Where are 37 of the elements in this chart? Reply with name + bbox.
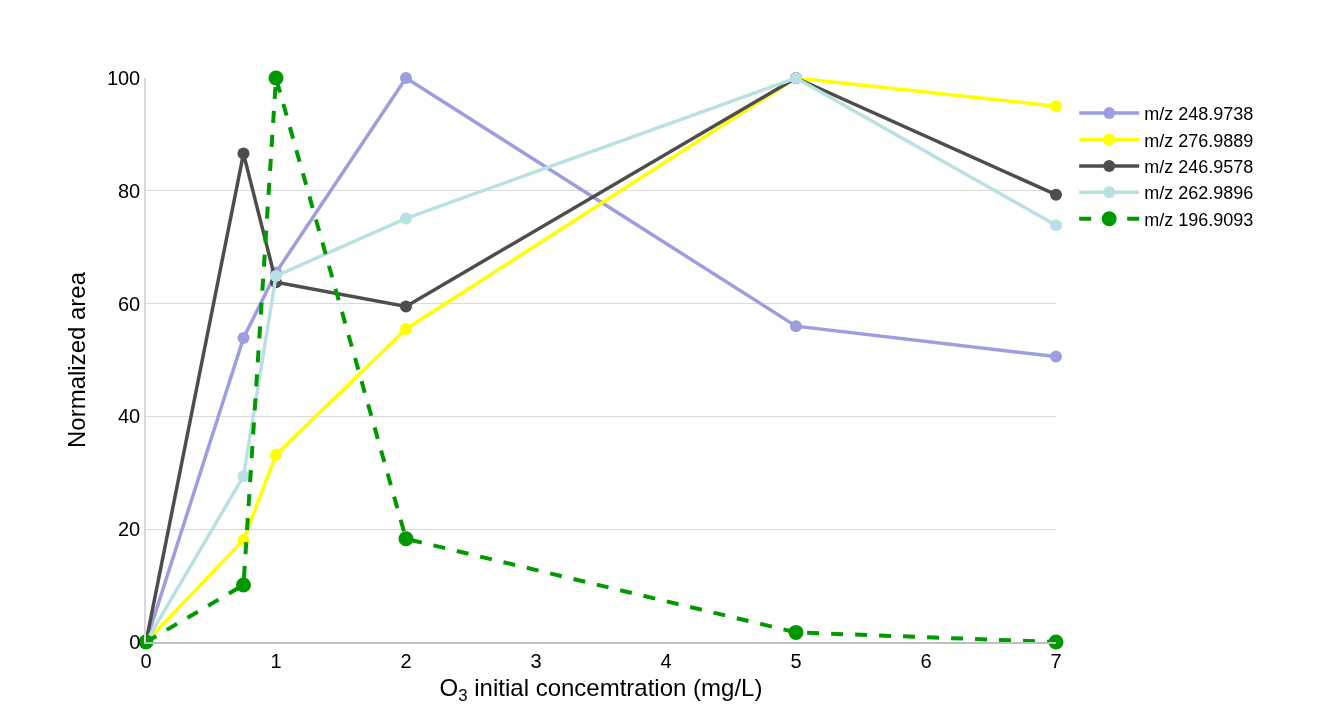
legend-label: m/z 276.9889 bbox=[1144, 130, 1254, 151]
x-tick-label: 1 bbox=[270, 649, 282, 672]
point bbox=[1050, 350, 1062, 363]
x-tick-label: 4 bbox=[660, 649, 672, 672]
point bbox=[270, 448, 282, 461]
point bbox=[236, 577, 251, 593]
y-tick-label: 100 bbox=[106, 67, 141, 89]
point bbox=[400, 300, 412, 313]
point bbox=[788, 624, 804, 640]
x-tick-label: 3 bbox=[530, 649, 542, 672]
legend-label: m/z 248.9738 bbox=[1144, 104, 1254, 125]
point bbox=[400, 322, 412, 335]
y-tick-label: 80 bbox=[118, 179, 141, 202]
point bbox=[1050, 219, 1062, 232]
point bbox=[237, 332, 250, 344]
point bbox=[790, 320, 802, 333]
y-tick-label: 40 bbox=[118, 405, 141, 428]
point bbox=[1050, 188, 1062, 201]
x-tick-label: 7 bbox=[1050, 649, 1062, 672]
y-tick-label: 20 bbox=[118, 518, 141, 541]
point bbox=[400, 212, 412, 225]
point bbox=[237, 470, 250, 483]
point bbox=[237, 147, 250, 160]
x-tick-label: 5 bbox=[790, 649, 802, 672]
point bbox=[1050, 100, 1062, 113]
x-tick-label: 2 bbox=[400, 649, 412, 672]
point bbox=[268, 70, 284, 86]
legend-label: m/z 196.9093 bbox=[1144, 209, 1254, 230]
y-tick-label: 0 bbox=[129, 631, 141, 653]
point bbox=[400, 72, 412, 84]
point bbox=[398, 531, 414, 547]
y-tick-label: 60 bbox=[118, 292, 141, 315]
legend-label: m/z 262.9896 bbox=[1144, 183, 1254, 204]
x-tick-label: 6 bbox=[920, 649, 932, 672]
x-axis-title: O$_{3}$ initial concemtration (mg/L) bbox=[439, 673, 763, 705]
y-axis-title: Normalized area bbox=[63, 271, 91, 449]
legend-label: m/z 246.9578 bbox=[1144, 156, 1254, 177]
